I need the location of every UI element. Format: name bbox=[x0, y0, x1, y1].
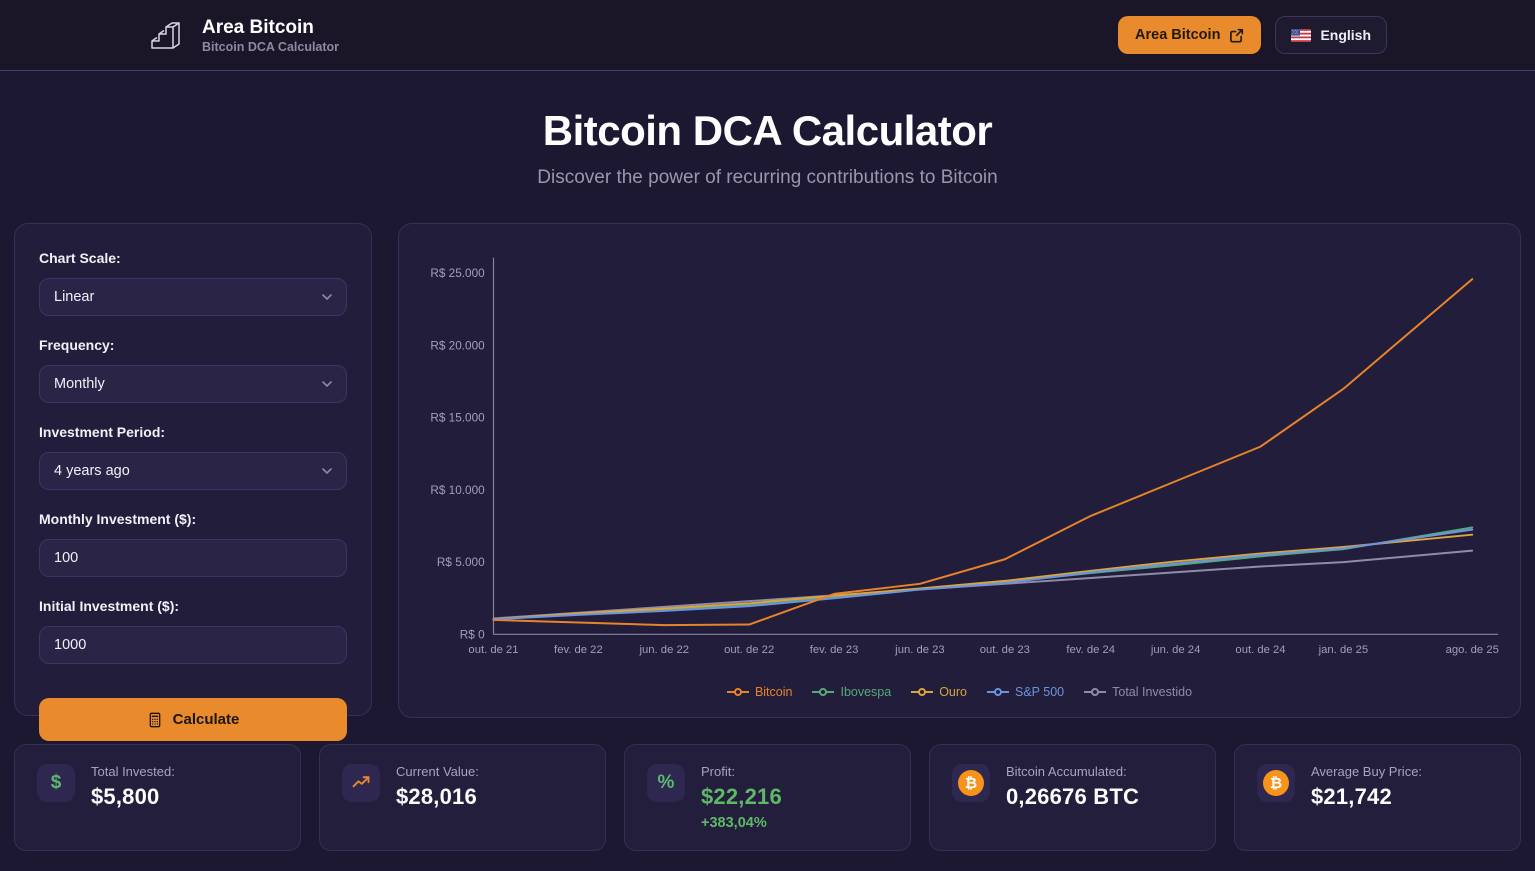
stat-label: Current Value: bbox=[396, 764, 479, 780]
legend-item[interactable]: Ouro bbox=[911, 685, 967, 699]
legend-item[interactable]: Total Investido bbox=[1084, 685, 1192, 699]
stat-value: $21,742 bbox=[1311, 784, 1392, 810]
profit-percent: +383,04% bbox=[701, 815, 767, 832]
chart-panel: R$ 25.000 R$ 20.000 R$ 15.000 R$ 10.000 R$ 5… bbox=[398, 223, 1521, 719]
percent-icon: % bbox=[647, 764, 685, 803]
stat-card-current-value: Current Value: $28,016 bbox=[319, 744, 606, 852]
stats-row: $ Total Invested: $5,800 Current Value: … bbox=[0, 718, 1535, 852]
frequency-select[interactable]: Monthly bbox=[39, 365, 347, 403]
legend-marker-icon bbox=[726, 688, 749, 697]
language-selector-button[interactable]: English bbox=[1275, 16, 1387, 54]
svg-text:out. de 21: out. de 21 bbox=[468, 644, 518, 656]
page-subtitle: Discover the power of recurring contribu… bbox=[537, 167, 998, 188]
svg-text:fev. de 24: fev. de 24 bbox=[1066, 644, 1115, 656]
stairs-logo-icon bbox=[151, 22, 180, 49]
initial-investment-input[interactable] bbox=[39, 626, 347, 664]
page-title: Bitcoin DCA Calculator bbox=[542, 107, 993, 154]
dollar-icon: $ bbox=[37, 764, 75, 803]
investment-period-label: Investment Period: bbox=[39, 424, 166, 440]
svg-text:jun. de 24: jun. de 24 bbox=[1150, 644, 1201, 656]
calculate-label: Calculate bbox=[172, 711, 240, 728]
chart-scale-label: Chart Scale: bbox=[39, 250, 121, 266]
legend-marker-icon bbox=[987, 688, 1009, 697]
stat-value: $22,216 bbox=[701, 784, 782, 810]
us-flag-icon bbox=[1291, 28, 1312, 42]
svg-text:R$ 20.000: R$ 20.000 bbox=[430, 339, 485, 352]
stat-card-profit: % Profit: $22,216 +383,04% bbox=[624, 744, 911, 852]
stat-value: 0,26676 BTC bbox=[1006, 784, 1140, 810]
svg-text:jun. de 22: jun. de 22 bbox=[639, 644, 690, 656]
stat-label: Bitcoin Accumulated: bbox=[1006, 764, 1127, 780]
language-label: English bbox=[1320, 27, 1371, 43]
svg-text:R$ 25.000: R$ 25.000 bbox=[430, 267, 485, 280]
svg-text:fev. de 23: fev. de 23 bbox=[810, 644, 859, 656]
main-section: Bitcoin DCA Calculator Discover the powe… bbox=[0, 71, 1535, 871]
legend-item[interactable]: Ibovespa bbox=[812, 685, 891, 699]
stat-card-total-invested: $ Total Invested: $5,800 bbox=[14, 744, 301, 852]
trend-up-icon bbox=[342, 764, 380, 803]
bitcoin-icon: ₿ bbox=[1257, 764, 1295, 803]
stat-card-bitcoin-accumulated: ₿ Bitcoin Accumulated: 0,26676 BTC bbox=[929, 744, 1216, 852]
cta-label: Area Bitcoin bbox=[1135, 27, 1221, 43]
legend-marker-icon bbox=[1084, 688, 1107, 697]
bitcoin-icon: ₿ bbox=[952, 764, 990, 803]
stat-label: Average Buy Price: bbox=[1311, 764, 1423, 780]
stat-label: Profit: bbox=[701, 764, 735, 780]
svg-text:jan. de 25: jan. de 25 bbox=[1318, 644, 1369, 656]
svg-text:ago. de 25: ago. de 25 bbox=[1446, 644, 1499, 656]
area-bitcoin-link-button[interactable]: Area Bitcoin bbox=[1118, 16, 1262, 54]
svg-text:R$ 10.000: R$ 10.000 bbox=[430, 484, 485, 497]
investment-period-select[interactable]: 4 years ago bbox=[39, 452, 347, 490]
legend-marker-icon bbox=[812, 688, 835, 697]
brand[interactable]: Area Bitcoin Bitcoin DCA Calculator bbox=[148, 16, 339, 54]
svg-text:jun. de 23: jun. de 23 bbox=[894, 644, 944, 656]
svg-text:out. de 23: out. de 23 bbox=[980, 644, 1030, 656]
svg-text:R$ 5.000: R$ 5.000 bbox=[437, 556, 485, 569]
calculate-button[interactable]: Calculate bbox=[39, 698, 347, 741]
svg-text:out. de 22: out. de 22 bbox=[724, 644, 774, 656]
calculator-icon bbox=[149, 712, 160, 727]
legend-marker-icon bbox=[911, 688, 934, 697]
stat-label: Total Invested: bbox=[91, 764, 175, 780]
legend-item[interactable]: S&P 500 bbox=[987, 685, 1064, 699]
stat-card-average-buy-price: ₿ Average Buy Price: $21,742 bbox=[1234, 744, 1521, 852]
dca-chart[interactable]: R$ 25.000 R$ 20.000 R$ 15.000 R$ 10.000 R$ 5… bbox=[415, 238, 1504, 681]
chart-scale-select[interactable]: Linear bbox=[39, 278, 347, 316]
legend-item[interactable]: Bitcoin bbox=[726, 685, 792, 699]
calculator-form-panel: Chart Scale: Linear Frequency: Monthly I… bbox=[14, 223, 372, 741]
frequency-label: Frequency: bbox=[39, 337, 115, 353]
header: Area Bitcoin Bitcoin DCA Calculator Area… bbox=[0, 0, 1535, 71]
svg-text:R$ 0: R$ 0 bbox=[460, 628, 485, 641]
external-link-icon bbox=[1230, 28, 1244, 43]
monthly-investment-input[interactable] bbox=[39, 539, 347, 577]
svg-text:fev. de 22: fev. de 22 bbox=[554, 644, 603, 656]
brand-subtitle: Bitcoin DCA Calculator bbox=[202, 39, 340, 54]
svg-text:out. de 24: out. de 24 bbox=[1235, 644, 1285, 656]
svg-text:R$ 15.000: R$ 15.000 bbox=[430, 412, 485, 425]
stat-value: $5,800 bbox=[91, 784, 160, 810]
brand-name: Area Bitcoin bbox=[202, 17, 314, 39]
monthly-investment-label: Monthly Investment ($): bbox=[39, 511, 197, 527]
initial-investment-label: Initial Investment ($): bbox=[39, 598, 180, 614]
chart-legend: Bitcoin Ibovespa Ouro S&P 500 Total Investid… bbox=[415, 681, 1504, 707]
stat-value: $28,016 bbox=[396, 784, 477, 810]
